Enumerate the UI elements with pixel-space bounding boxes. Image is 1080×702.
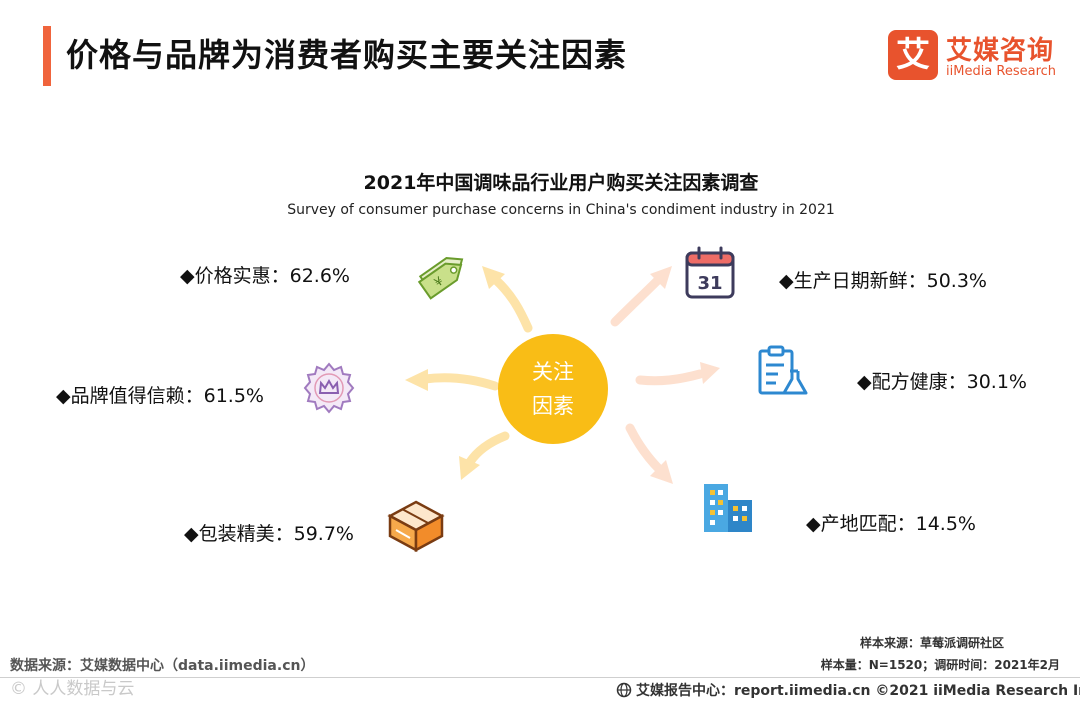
factor-label-date: ◆生产日期新鲜：50.3% xyxy=(779,270,987,292)
crown-badge-icon xyxy=(303,362,355,414)
center-circle: 关注 因素 xyxy=(498,334,608,444)
factor-label-package: ◆包装精美：59.7% xyxy=(184,523,354,545)
logo-mark: 艾 xyxy=(888,30,938,80)
buildings-icon xyxy=(704,484,752,532)
page-title: 价格与品牌为消费者购买主要关注因素 xyxy=(66,36,628,74)
calendar-day-number: 31 xyxy=(697,273,722,294)
data-source: 数据来源：艾媒数据中心（data.iimedia.cn） xyxy=(10,658,315,674)
factor-label-price: ◆价格实惠：62.6% xyxy=(180,265,350,287)
iimedia-logo: 艾 艾媒咨询 iiMedia Research xyxy=(888,30,1068,82)
arrow-head-date xyxy=(650,266,672,289)
watermark: © 人人数据与云 xyxy=(10,679,135,699)
arrow-head-recipe xyxy=(700,362,720,384)
report-center: 艾媒报告中心：report.iimedia.cn ©2021 iiMedia R… xyxy=(636,683,1080,699)
arrow-head-origin xyxy=(650,460,673,484)
arrow-head-price xyxy=(482,266,505,289)
package-box-icon xyxy=(387,500,445,553)
price-tag-icon: ¥ xyxy=(417,257,464,300)
recipe-flask-icon xyxy=(758,345,808,395)
arrow-to-brand xyxy=(420,373,500,391)
center-label-line1: 关注 xyxy=(532,360,574,384)
sample-size: 样本量：N=1520；调研时间：2021年2月 xyxy=(820,658,1060,672)
globe-icon xyxy=(616,682,632,698)
arrow-head-brand xyxy=(405,369,428,391)
arrow-to-recipe xyxy=(635,369,705,386)
center-label-line2: 因素 xyxy=(532,394,574,418)
footer-divider xyxy=(0,677,1080,678)
chart-title: 2021年中国调味品行业用户购买关注因素调查 xyxy=(363,172,759,194)
arrow-to-package xyxy=(465,431,510,467)
arrow-to-price xyxy=(491,275,533,333)
logo-chinese-name: 艾媒咨询 xyxy=(946,36,1055,66)
calendar-icon: 31 xyxy=(685,246,735,299)
arrow-to-date xyxy=(610,275,663,327)
chart-subtitle: Survey of consumer purchase concerns in … xyxy=(287,202,835,218)
arrow-head-package xyxy=(459,456,480,480)
title-accent-bar xyxy=(43,26,51,86)
factor-label-recipe: ◆配方健康：30.1% xyxy=(857,371,1027,393)
arrow-to-origin xyxy=(625,423,665,475)
factor-label-brand: ◆品牌值得信赖：61.5% xyxy=(56,385,264,407)
factor-label-origin: ◆产地匹配：14.5% xyxy=(806,513,976,535)
logo-english-name: iiMedia Research xyxy=(946,64,1057,79)
sample-source: 样本来源：草莓派调研社区 xyxy=(859,636,1004,650)
